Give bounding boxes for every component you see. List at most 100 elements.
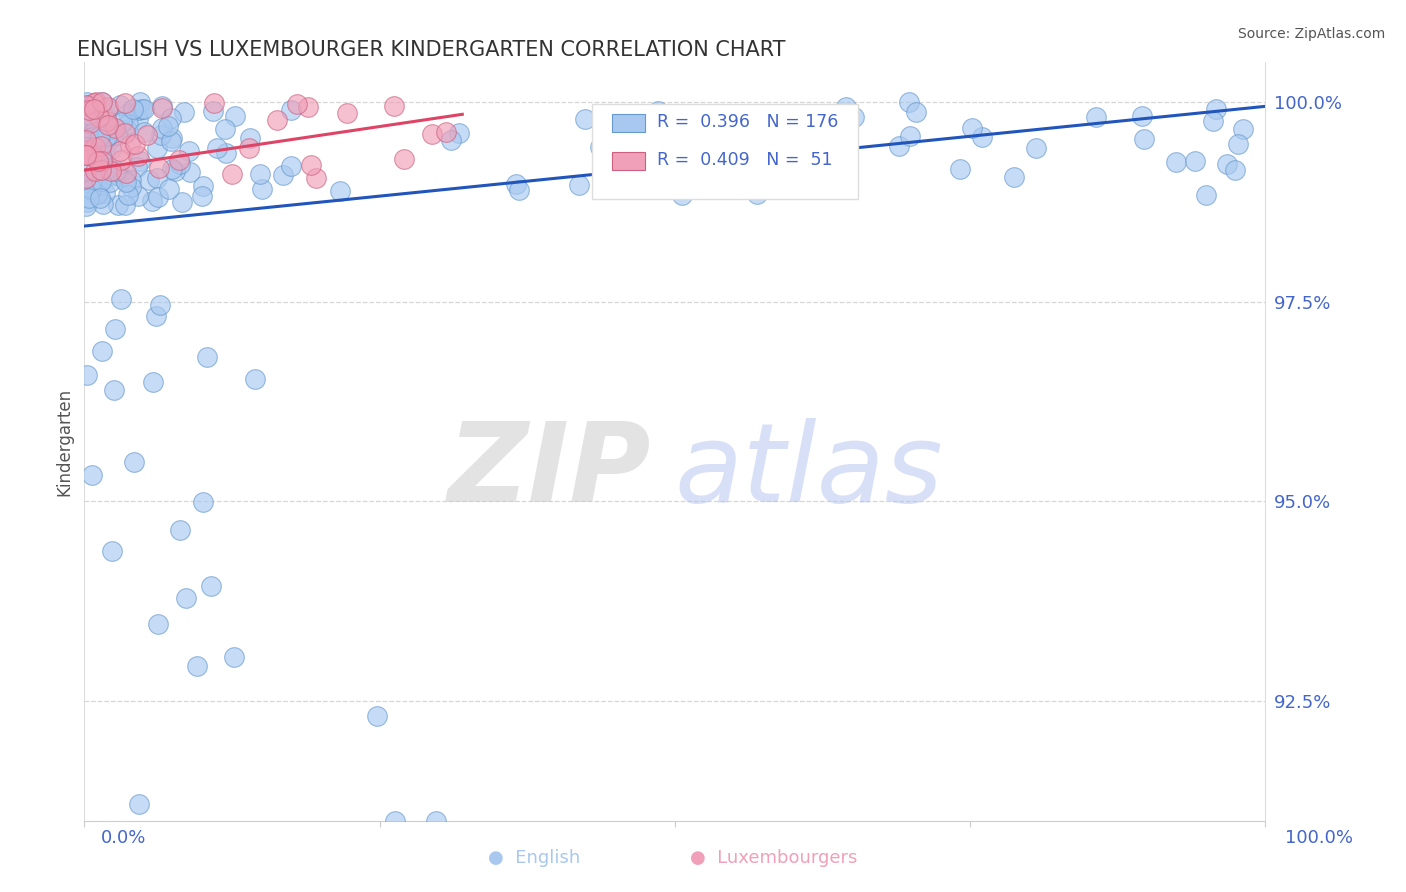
Point [329, 184, 352, 198]
Point [146, 190, 169, 204]
Point [127, 149, 149, 163]
Point [202, 96, 225, 111]
Point [97, 100, 120, 114]
Point [104, 164, 127, 178]
Point [273, 169, 295, 183]
Point [111, 115, 134, 129]
Point [962, 121, 984, 136]
Point [447, 126, 470, 140]
Point [280, 103, 302, 117]
FancyBboxPatch shape [592, 104, 858, 199]
Point [897, 95, 920, 110]
Point [120, 180, 142, 194]
Point [1130, 109, 1153, 123]
Point [90, 95, 112, 110]
Point [250, 182, 273, 196]
Point [782, 145, 804, 159]
Point [101, 168, 124, 182]
Point [75, 112, 97, 127]
Point [96, 114, 118, 128]
Point [75, 198, 97, 212]
Point [82, 125, 104, 139]
Point [280, 160, 302, 174]
Point [165, 164, 187, 178]
Point [83, 103, 105, 117]
Point [100, 164, 122, 178]
Point [75, 184, 97, 198]
Point [76, 194, 98, 209]
Point [114, 126, 136, 140]
Point [75, 171, 97, 186]
Point [152, 101, 174, 115]
Point [103, 383, 125, 397]
Y-axis label: Kindergarten: Kindergarten [55, 387, 73, 496]
Point [75, 140, 97, 154]
Point [1195, 187, 1218, 202]
Point [120, 137, 142, 152]
Point [149, 298, 172, 312]
Point [1201, 114, 1223, 128]
Text: ●  Luxembourgers: ● Luxembourgers [689, 848, 858, 866]
Point [91, 95, 114, 110]
Point [100, 162, 122, 177]
Point [122, 455, 145, 469]
Point [731, 139, 754, 153]
Point [239, 131, 262, 145]
Text: ZIP: ZIP [447, 418, 651, 525]
Point [83, 164, 105, 178]
Point [94, 111, 117, 125]
Point [176, 591, 198, 606]
Point [167, 153, 190, 168]
Point [145, 309, 167, 323]
Point [91, 197, 114, 211]
Point [115, 123, 138, 137]
Point [589, 140, 612, 154]
Point [83, 96, 105, 111]
Point [107, 169, 129, 183]
Point [96, 128, 118, 143]
Point [90, 163, 112, 178]
Point [221, 167, 243, 181]
Point [96, 127, 118, 141]
Point [207, 141, 229, 155]
Text: ENGLISH VS LUXEMBOURGER KINDERGARTEN CORRELATION CHART: ENGLISH VS LUXEMBOURGER KINDERGARTEN COR… [77, 40, 786, 60]
Point [299, 158, 322, 172]
Point [238, 141, 260, 155]
Point [76, 368, 98, 383]
Point [83, 140, 105, 154]
Point [114, 95, 136, 110]
Point [114, 166, 136, 180]
Point [1166, 155, 1188, 169]
Point [142, 375, 165, 389]
Point [77, 145, 100, 160]
Point [186, 659, 208, 673]
Point [127, 112, 149, 126]
Point [297, 100, 319, 114]
Point [1232, 121, 1254, 136]
Point [191, 189, 214, 203]
Point [115, 175, 138, 189]
Point [150, 120, 173, 135]
Point [105, 128, 128, 142]
Point [77, 107, 100, 121]
Point [80, 173, 103, 187]
Point [79, 164, 101, 178]
Point [79, 191, 101, 205]
Point [84, 175, 107, 189]
Point [568, 178, 591, 193]
Point [1084, 111, 1107, 125]
Text: R =  0.409   N =  51: R = 0.409 N = 51 [657, 152, 832, 169]
Point [169, 157, 191, 171]
Point [243, 372, 266, 386]
Point [86, 143, 108, 157]
Point [77, 103, 100, 118]
Point [77, 145, 100, 160]
Point [90, 173, 112, 187]
Point [146, 616, 169, 631]
Point [949, 161, 972, 176]
Point [734, 182, 756, 196]
Point [107, 198, 129, 212]
Point [266, 112, 288, 127]
Point [90, 138, 112, 153]
Point [86, 120, 108, 135]
